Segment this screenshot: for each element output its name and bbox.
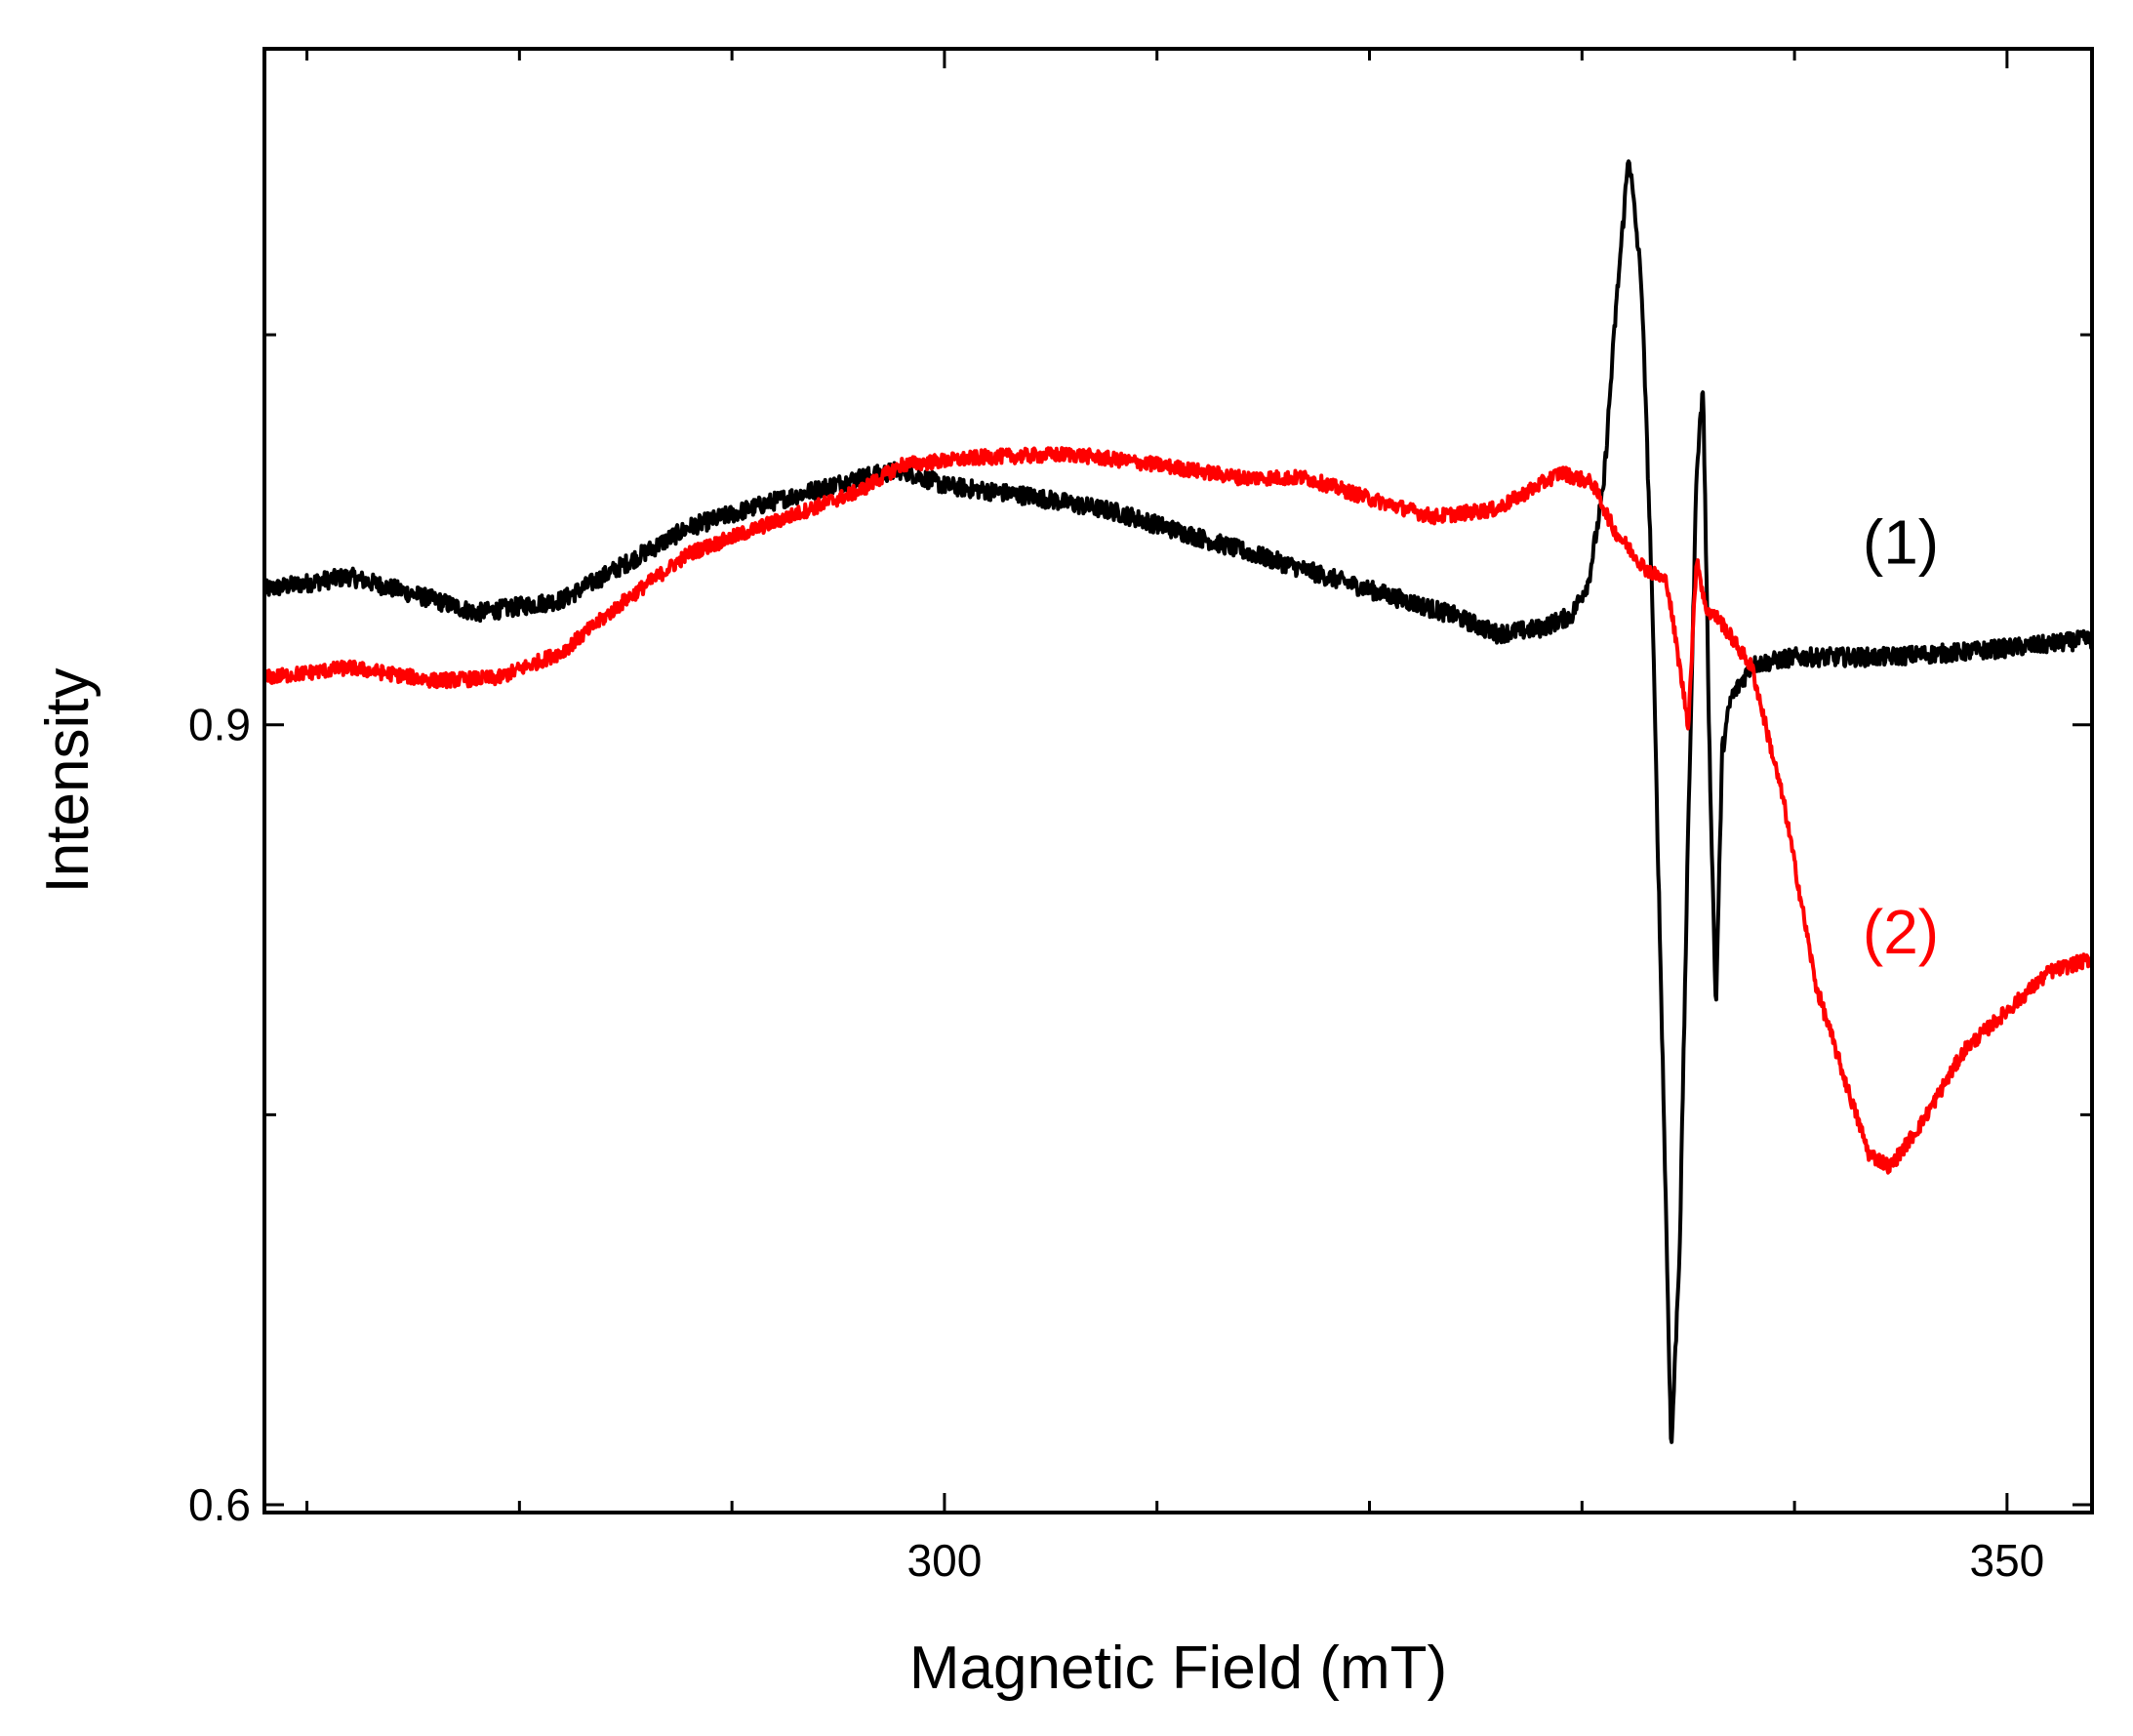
annotation-layer: (1) (2) <box>1863 507 1939 968</box>
series-line-1 <box>264 159 2092 1444</box>
series-label-1: (1) <box>1863 507 1939 578</box>
series-layer <box>264 159 2092 1444</box>
y-tick-label: 0.6 <box>188 1479 251 1530</box>
plot-frame <box>262 47 2094 1514</box>
axes-layer: 300 350 0.9 0.6 Magnetic Field (mT) Intensity <box>34 47 2094 1702</box>
y-axis-title: Intensity <box>34 668 101 894</box>
x-axis-title: Magnetic Field (mT) <box>909 1635 1447 1702</box>
series-line-2 <box>264 446 2092 1175</box>
x-tick-label: 300 <box>907 1535 983 1586</box>
y-tick-label: 0.9 <box>188 700 251 750</box>
x-tick-label: 350 <box>1970 1535 2045 1586</box>
series-label-2: (2) <box>1863 897 1939 967</box>
